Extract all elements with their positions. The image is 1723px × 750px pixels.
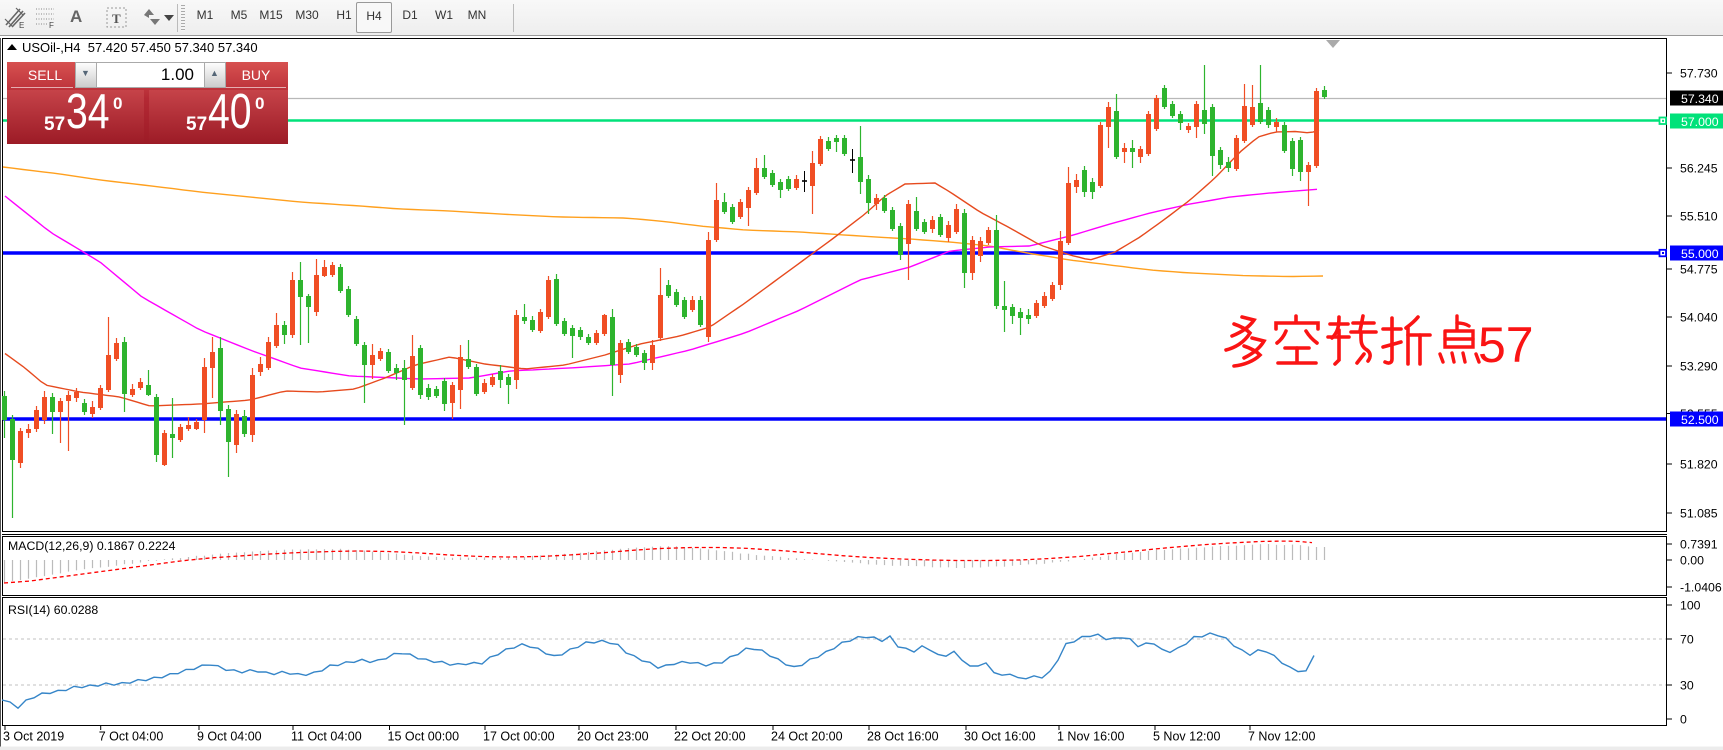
svg-text:51.085: 51.085 — [1680, 507, 1718, 521]
svg-text:53.290: 53.290 — [1680, 360, 1718, 374]
svg-text:54.040: 54.040 — [1680, 311, 1718, 325]
svg-text:30: 30 — [1680, 679, 1694, 693]
svg-text:22 Oct 20:00: 22 Oct 20:00 — [674, 730, 746, 744]
svg-text:0.7391: 0.7391 — [1680, 538, 1718, 552]
svg-text:E: E — [19, 21, 24, 29]
svg-text:7 Oct 04:00: 7 Oct 04:00 — [99, 730, 164, 744]
svg-text:1 Nov 16:00: 1 Nov 16:00 — [1057, 730, 1124, 744]
svg-text:MACD(12,26,9) 0.1867 0.2224: MACD(12,26,9) 0.1867 0.2224 — [8, 539, 176, 553]
svg-text:5 Nov 12:00: 5 Nov 12:00 — [1153, 730, 1220, 744]
svg-text:30 Oct 16:00: 30 Oct 16:00 — [964, 730, 1036, 744]
svg-text:55.510: 55.510 — [1680, 210, 1718, 224]
svg-text:57.000: 57.000 — [1681, 115, 1719, 129]
svg-text:28 Oct 16:00: 28 Oct 16:00 — [867, 730, 939, 744]
svg-text:RSI(14) 60.0288: RSI(14) 60.0288 — [8, 603, 98, 617]
svg-text:USOil-,H4 57.420 57.450 57.34: USOil-,H4 57.420 57.450 57.340 57.340 — [22, 40, 258, 55]
svg-text:3 Oct 2019: 3 Oct 2019 — [3, 730, 64, 744]
svg-text:F: F — [49, 21, 54, 29]
svg-text:11 Oct 04:00: 11 Oct 04:00 — [291, 730, 362, 744]
svg-text:7 Nov 12:00: 7 Nov 12:00 — [1248, 730, 1315, 744]
svg-text:0: 0 — [1680, 713, 1687, 727]
svg-text:17 Oct 00:00: 17 Oct 00:00 — [483, 730, 555, 744]
svg-text:52.500: 52.500 — [1681, 413, 1719, 427]
svg-text:70: 70 — [1680, 633, 1694, 647]
svg-text:57.730: 57.730 — [1680, 67, 1718, 81]
svg-text:57: 57 — [1478, 317, 1534, 373]
svg-text:9 Oct 04:00: 9 Oct 04:00 — [197, 730, 262, 744]
svg-text:100: 100 — [1680, 599, 1701, 613]
svg-text:24 Oct 20:00: 24 Oct 20:00 — [771, 730, 843, 744]
svg-text:57.340: 57.340 — [1681, 92, 1719, 106]
svg-text:15 Oct 00:00: 15 Oct 00:00 — [388, 730, 460, 744]
svg-text:20 Oct 23:00: 20 Oct 23:00 — [577, 730, 649, 744]
svg-text:0.00: 0.00 — [1680, 554, 1704, 568]
svg-text:51.820: 51.820 — [1680, 458, 1718, 472]
svg-text:54.775: 54.775 — [1680, 263, 1718, 277]
svg-text:-1.0406: -1.0406 — [1680, 581, 1722, 595]
svg-text:56.245: 56.245 — [1680, 162, 1718, 176]
svg-text:55.000: 55.000 — [1681, 247, 1719, 261]
svg-text:T: T — [112, 11, 121, 26]
